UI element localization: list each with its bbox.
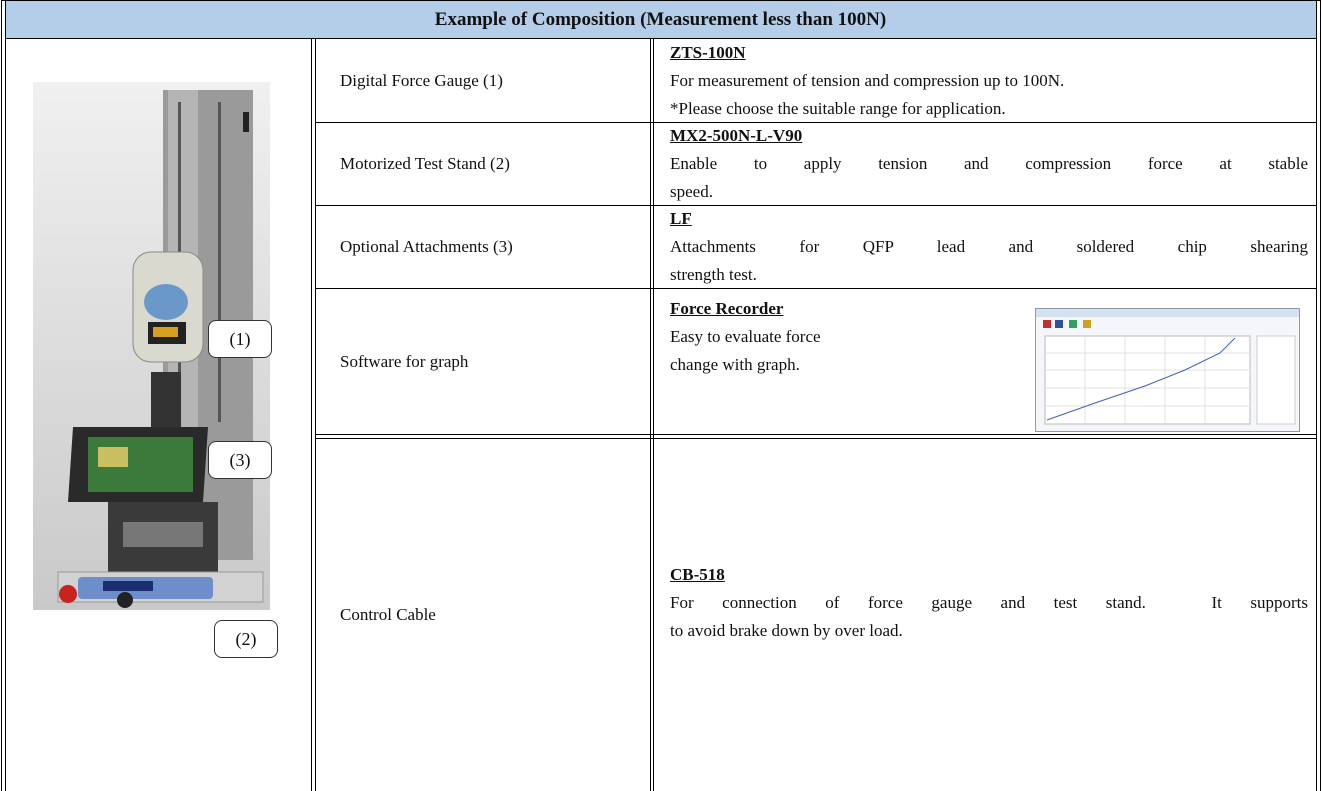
row-label-text: Motorized Test Stand (2) (340, 154, 510, 173)
header-title: Example of Composition (Measurement less… (5, 1, 1316, 38)
row-content: Force Recorder Easy to evaluate force chan… (670, 295, 1030, 379)
description-line: change with graph. (670, 355, 800, 374)
callout: (2) (214, 620, 278, 658)
description-line: to avoid brake down by over load. (670, 621, 903, 640)
row-label: Optional Attachments (3) (340, 206, 640, 288)
product-name: CB-518 (670, 565, 725, 584)
row-content: CB-518 For connection of force gauge and … (670, 439, 1308, 767)
row-label-text: Digital Force Gauge (1) (340, 70, 503, 90)
description-line: Enable to apply tension and compression … (670, 154, 1308, 173)
product-name: ZTS-100N (670, 42, 746, 62)
row-label-text: Control Cable (340, 605, 436, 624)
description-line: *Please choose the suitable range for ap… (670, 98, 1006, 118)
software-screenshot (1035, 308, 1300, 432)
product-name: MX2-500N-L-V90 (670, 126, 803, 145)
product-name: LF (670, 209, 692, 228)
description-line: Attachments for QFP lead and soldered ch… (670, 237, 1308, 256)
row-label: Motorized Test Stand (2) (340, 123, 640, 205)
callout: (1) (208, 320, 272, 358)
callout: (3) (208, 441, 272, 479)
description-line: strength test. (670, 265, 757, 284)
row-label-text: Optional Attachments (3) (340, 237, 513, 256)
row-content: MX2-500N-L-V90 Enable to apply tension an… (670, 123, 1308, 205)
description-line: For measurement of tension and compressi… (670, 70, 1065, 90)
description-line: For connection of force gauge and test s… (670, 593, 1308, 612)
row-label: Software for graph (340, 289, 640, 434)
description-line: speed. (670, 182, 713, 201)
description-line: Easy to evaluate force (670, 327, 821, 346)
row-label-text: Software for graph (340, 351, 469, 371)
row-content: ZTS-100N For measurement of tension and c… (670, 39, 1308, 122)
row-content: LF Attachments for QFP lead and soldered … (670, 206, 1308, 288)
row-label: Digital Force Gauge (1) (340, 39, 640, 122)
row-label: Control Cable (340, 439, 640, 791)
product-name: Force Recorder (670, 299, 784, 318)
